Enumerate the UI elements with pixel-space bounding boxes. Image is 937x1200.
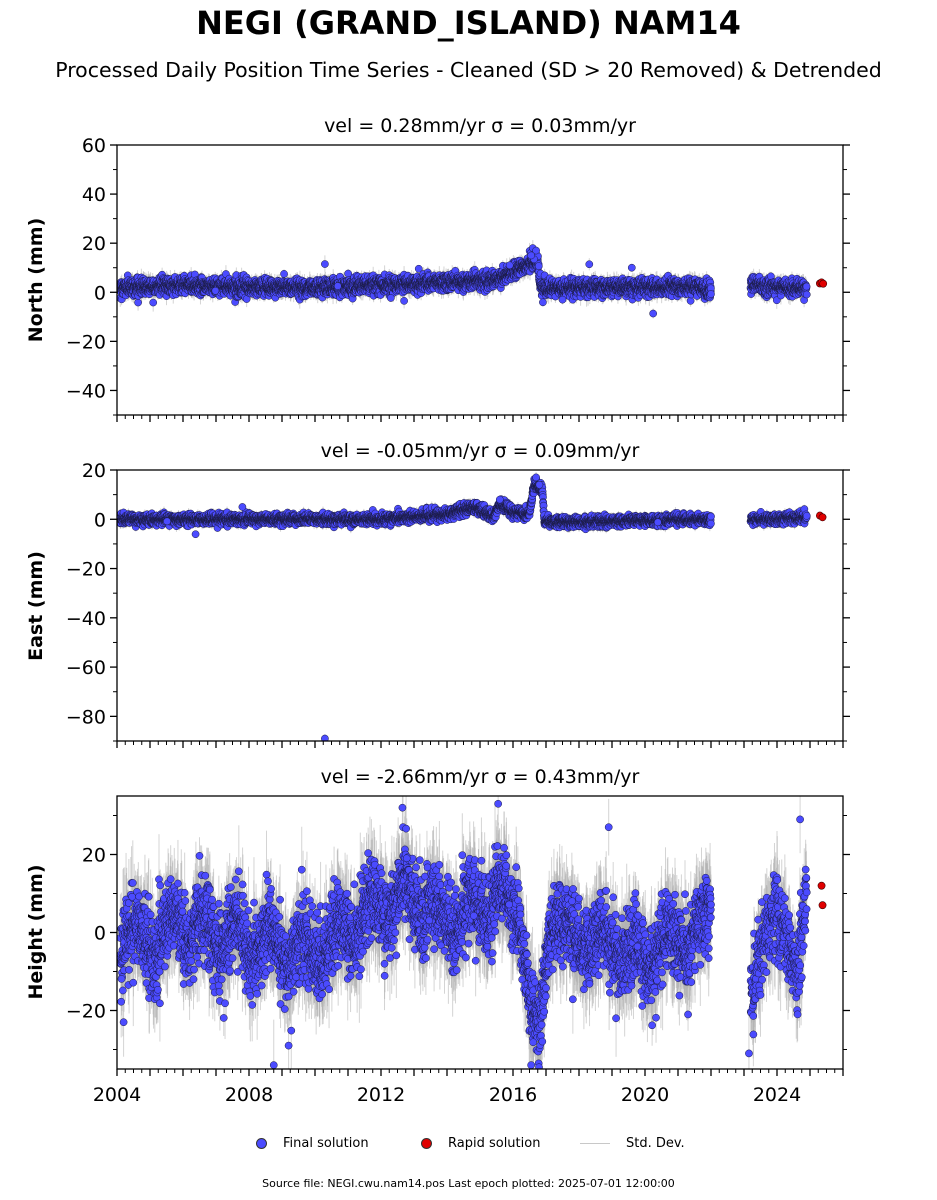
final-point — [134, 298, 142, 307]
y-axis-label: North (mm) — [25, 218, 47, 343]
figure-subtitle: Processed Daily Position Time Series - C… — [0, 58, 937, 82]
panel-title: vel = 0.28mm/yr σ = 0.03mm/yr — [324, 115, 636, 137]
final-point — [149, 298, 158, 307]
plot-area — [117, 240, 828, 319]
figure-title: NEGI (GRAND_ISLAND) NAM14 — [0, 4, 937, 42]
